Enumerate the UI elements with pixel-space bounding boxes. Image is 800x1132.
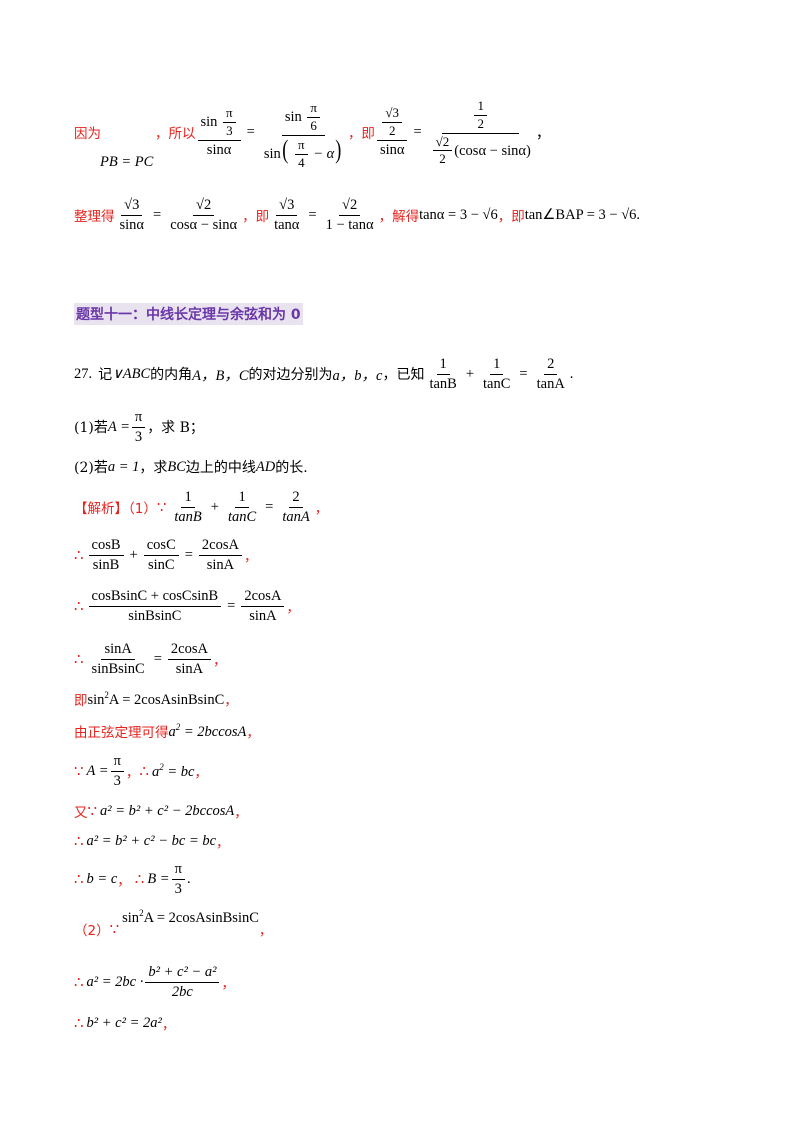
solution-step-4: ∴ sinA sinBsinC = 2cosA sinA ，	[74, 640, 227, 677]
given-frac-2: 1 tanC	[483, 355, 511, 392]
fraction-d: √2 1 − tanα	[325, 196, 374, 233]
analysis-tag: 【解析】（1）	[74, 501, 157, 517]
solution-step-3: ∴ cosBsinC + cosCsinB sinBsinC = 2cosA sin…	[74, 587, 300, 624]
jiede-text: ，解得	[378, 209, 420, 225]
solution-step-5: 即 sin2A = 2cosAsinBsinC ，	[74, 689, 238, 710]
solution-step-1: 【解析】（1） ∵ 1 tanB + 1 tanC = 2 tanA ，	[74, 488, 329, 525]
section-heading: 题型十一：中线长定理与余弦和为 0	[74, 303, 303, 325]
given-frac-1: 1 tanB	[429, 355, 457, 392]
fraction-a: √3 sinα	[119, 196, 145, 233]
triangle-abc: ∨ABC	[112, 365, 151, 382]
fraction-c: √3 tanα	[274, 196, 300, 233]
solution-step-8: 又 ∵ a² = b² + c² − 2bccosA ，	[74, 802, 248, 821]
solution-step-11: （2） ∵ sin2A = 2cosAsinBsinC ，	[74, 907, 273, 940]
fraction-3: √3 2 sinα	[377, 105, 408, 159]
line-2: 整理得 √3 sinα = √2 cosα − sinα ，即 √3 tanα = √…	[74, 196, 641, 233]
ji1-text: ，即	[242, 209, 270, 225]
solution-step-13: ∴ b² + c² = 2a² ，	[74, 1014, 176, 1033]
ji-text: ，即	[347, 126, 375, 142]
question-2: (2)若 a = 1 ，求 BC 边上的中线 AD 的长.	[74, 458, 308, 477]
solution-step-2: ∴ cosB sinB + cosC sinC = 2cosA sinA ，	[74, 536, 258, 573]
solution-step-9: ∴ a² = b² + c² − bc = bc ，	[74, 832, 230, 851]
zhengli-text: 整理得	[74, 209, 115, 225]
because-text: 因为	[74, 126, 101, 142]
solution-step-6: 由正弦定理可得 a2 = 2bccosA ，	[74, 721, 260, 742]
solution-step-12: ∴ a² = 2bc · b² + c² − a² 2bc ，	[74, 963, 235, 1000]
ji2-text: ，即	[497, 209, 525, 225]
given-frac-3: 2 tanA	[536, 355, 565, 392]
result-1: tanα = 3 − √6	[419, 206, 498, 223]
fraction-b: √2 cosα − sinα	[170, 196, 238, 233]
result-2: tan∠BAP = 3 − √6	[524, 206, 637, 223]
pb-eq-pc: PB = PC	[100, 154, 154, 170]
so-text: ，所以	[155, 126, 196, 142]
